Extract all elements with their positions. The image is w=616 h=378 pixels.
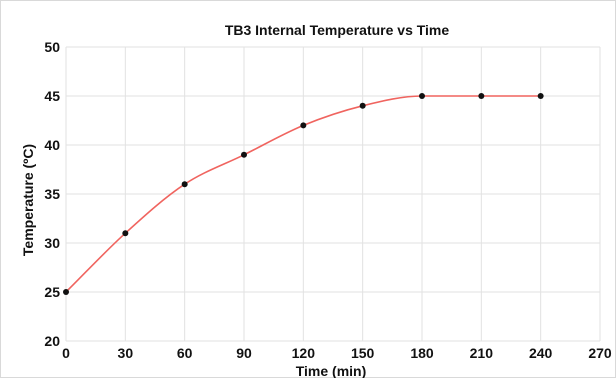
x-tick-label: 30 — [118, 345, 134, 361]
data-point — [478, 93, 485, 99]
x-tick-label: 180 — [410, 345, 434, 361]
data-point — [300, 122, 307, 129]
data-point — [359, 102, 366, 109]
data-point — [122, 230, 129, 237]
x-axis-label: Time (min) — [296, 363, 367, 378]
data-point — [537, 93, 544, 99]
x-tick-label: 90 — [236, 345, 252, 361]
y-tick-label: 50 — [44, 39, 60, 55]
data-point — [181, 181, 188, 188]
x-axis-ticks: 0 30 60 90 120 150 180 210 240 270 — [62, 345, 612, 361]
data-point — [241, 151, 247, 158]
trendline-group — [65, 95, 541, 293]
x-tick-label: 240 — [529, 345, 553, 361]
y-tick-label: 35 — [44, 186, 60, 202]
x-tick-label: 60 — [177, 345, 193, 361]
y-tick-label: 30 — [44, 235, 60, 251]
data-point — [63, 289, 69, 295]
trendline — [65, 95, 541, 293]
x-tick-label: 120 — [292, 345, 316, 361]
grid-lines — [65, 46, 601, 342]
x-tick-label: 150 — [351, 345, 375, 361]
x-tick-label: 210 — [470, 345, 494, 361]
data-point — [419, 93, 425, 99]
y-tick-label: 40 — [44, 137, 60, 153]
y-axis-ticks: 20 25 30 35 40 45 50 — [44, 39, 60, 349]
y-tick-label: 45 — [44, 88, 60, 104]
chart-title: TB3 Internal Temperature vs Time — [225, 22, 450, 38]
y-tick-label: 25 — [44, 284, 60, 300]
y-tick-label: 20 — [44, 333, 60, 349]
data-points — [63, 93, 544, 295]
x-tick-label: 270 — [588, 345, 612, 361]
y-axis-label: Temperature (ºC) — [20, 144, 36, 256]
x-tick-label: 0 — [62, 345, 70, 361]
